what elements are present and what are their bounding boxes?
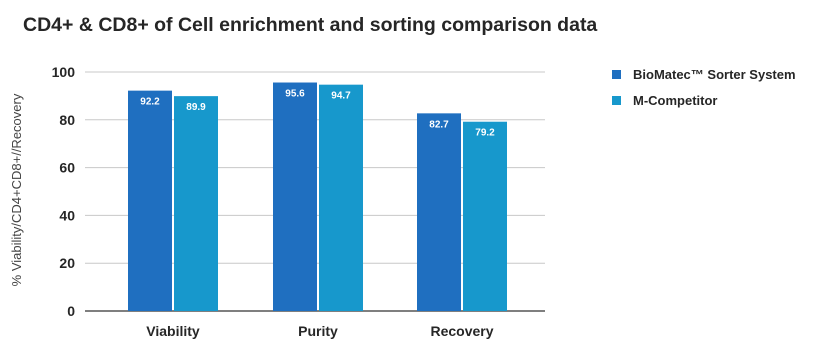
y-tick-label: 40 [59,207,75,223]
bar-value-label: 92.2 [140,97,160,108]
y-axis-label: % Viability/CD4+CD8+//Recovery [9,93,24,286]
x-tick-label: Viability [146,323,200,339]
legend-swatch-biomatec [612,69,621,79]
bar-value-label: 79.2 [475,128,495,139]
bar-viability-series-1 [128,90,172,311]
chart-title: CD4+ & CD8+ of Cell enrichment and sorti… [23,14,598,36]
bar-value-label: 89.9 [186,102,206,113]
legend-swatch-m-competitor [612,95,621,105]
legend-item-m-competitor: M-Competitor [612,89,796,111]
bar-value-label: 94.7 [331,91,351,102]
y-tick-label: 60 [59,160,75,176]
legend-item-biomatec: BioMatec™ Sorter System [612,63,796,85]
bar-viability-series-2 [174,96,218,311]
y-tick-label: 0 [67,303,75,319]
bars [128,82,507,312]
bar-recovery-series-1 [417,113,461,311]
y-tick-label: 100 [52,64,76,80]
y-tick-labels: 0 20 40 60 80 100 [52,64,76,319]
bar-value-label: 95.6 [285,89,305,100]
legend-label-biomatec: BioMatec™ Sorter System [633,66,796,82]
chart-legend: BioMatec™ Sorter System M-Competitor [612,63,796,115]
y-tick-label: 80 [59,112,75,128]
bar-recovery-series-2 [463,121,507,311]
x-tick-label: Purity [298,323,338,339]
bar-purity-series-1 [273,82,317,312]
bar-chart: 0 20 40 60 80 100 92.2 89.9 95.6 94.7 82.7 79.2 Vi… [9,64,545,339]
y-tick-label: 20 [59,255,75,271]
bar-value-label: 82.7 [429,119,449,130]
bar-value-labels: 92.2 89.9 95.6 94.7 82.7 79.2 [140,89,495,139]
bar-purity-series-2 [319,84,363,312]
x-tick-label: Recovery [430,323,493,339]
legend-label-m-competitor: M-Competitor [633,92,718,108]
x-tick-labels: Viability Purity Recovery [146,323,493,339]
